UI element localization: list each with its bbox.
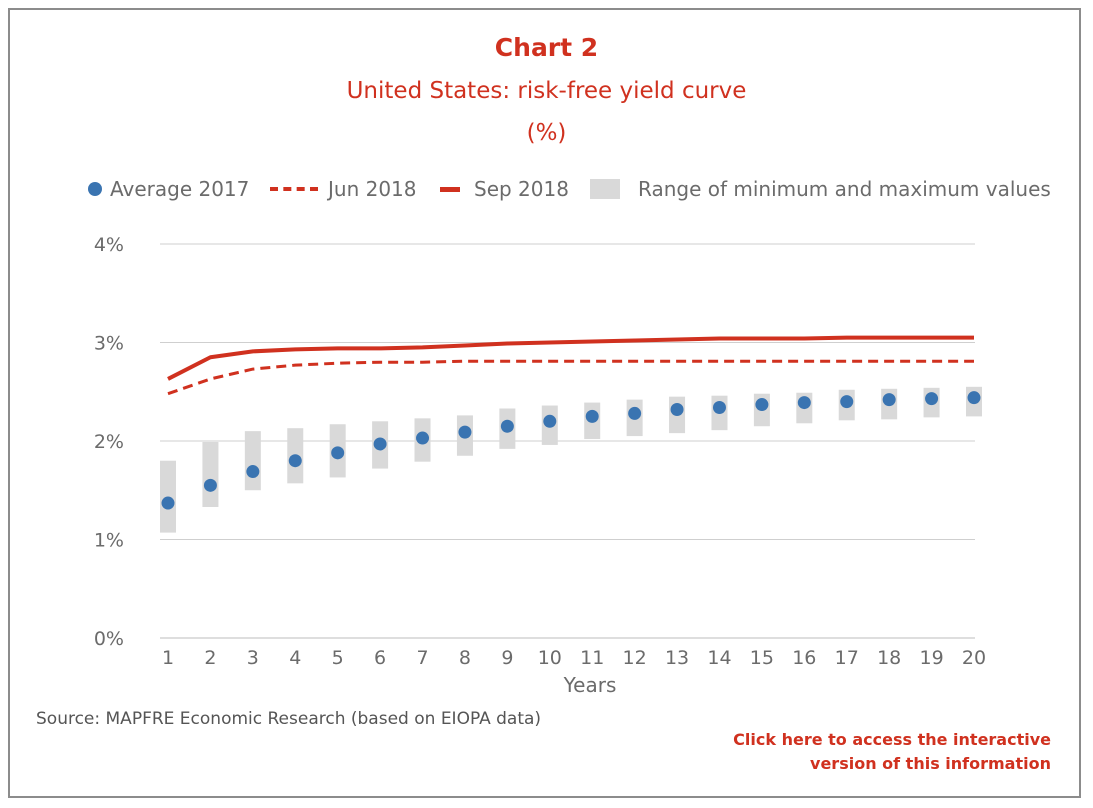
legend-box-icon (590, 179, 620, 199)
legend-dash-icon (270, 187, 318, 191)
legend-label-average: Average 2017 (110, 177, 250, 201)
x-tick-label: 5 (332, 647, 344, 669)
series-point-average-2017 (840, 395, 854, 409)
x-tick-label: 14 (707, 647, 731, 669)
x-tick-label: 8 (459, 647, 471, 669)
legend: Average 2017 Jun 2018 Sep 2018 Range of … (0, 174, 1093, 204)
series-line-jun-2018 (167, 359, 974, 396)
legend-label-jun: Jun 2018 (328, 177, 417, 201)
markers-layer (161, 391, 981, 510)
series-point-average-2017 (543, 414, 557, 428)
range-bars-layer (160, 386, 982, 533)
x-tick-label: 1 (162, 647, 174, 669)
x-tick-label: 3 (247, 647, 259, 669)
series-point-average-2017 (161, 496, 175, 510)
series-point-average-2017 (331, 446, 345, 460)
range-bar (244, 431, 261, 491)
legend-dot-icon (88, 182, 102, 196)
chart-unit: (%) (526, 120, 567, 146)
legend-item-range: Range of minimum and maximum values (590, 174, 1051, 204)
source-note: Source: MAPFRE Economic Research (based … (36, 709, 542, 729)
series-point-average-2017 (967, 391, 981, 405)
series-point-average-2017 (670, 402, 684, 416)
legend-label-range: Range of minimum and maximum values (638, 177, 1051, 201)
x-tick-labels: 1 2 3 4 5 6 7 8 9 10 11 12 13 14 15 16 17 18 19 20 (162, 647, 986, 669)
x-tick-label: 4 (289, 647, 301, 669)
x-tick-label: 18 (877, 647, 901, 669)
lines-layer (167, 335, 974, 396)
series-point-average-2017 (246, 465, 260, 479)
y-tick-labels: 0% 1% 2% 3% 4% (94, 234, 124, 650)
series-point-average-2017 (925, 392, 939, 406)
series-point-average-2017 (585, 409, 599, 423)
legend-label-sep: Sep 2018 (474, 177, 569, 201)
series-point-average-2017 (712, 401, 726, 415)
x-tick-label: 6 (374, 647, 386, 669)
legend-item-jun: Jun 2018 (270, 174, 417, 204)
legend-item-sep: Sep 2018 (440, 174, 569, 204)
series-point-average-2017 (500, 419, 514, 433)
x-tick-label: 17 (835, 647, 859, 669)
x-tick-label: 12 (623, 647, 647, 669)
series-point-average-2017 (288, 454, 302, 468)
link-line-2[interactable]: version of this information (810, 754, 1051, 773)
x-tick-label: 15 (750, 647, 774, 669)
x-tick-label: 16 (792, 647, 816, 669)
chart-frame (8, 8, 1081, 798)
y-tick-label: 3% (94, 333, 124, 355)
chart-number: Chart 2 (494, 33, 599, 62)
y-tick-label: 2% (94, 431, 124, 453)
series-point-average-2017 (755, 398, 769, 412)
x-tick-label: 19 (919, 647, 943, 669)
x-axis-label: Years (563, 673, 617, 697)
series-point-average-2017 (458, 425, 472, 439)
series-point-average-2017 (797, 396, 811, 410)
chart-title: United States: risk-free yield curve (346, 78, 747, 104)
series-point-average-2017 (416, 431, 430, 445)
y-tick-label: 0% (94, 628, 124, 650)
series-point-average-2017 (203, 478, 217, 492)
series-point-average-2017 (882, 393, 896, 407)
link-line-1[interactable]: Click here to access the interactive (733, 730, 1051, 749)
x-tick-label: 20 (962, 647, 986, 669)
x-tick-label: 10 (538, 647, 562, 669)
x-tick-label: 7 (416, 647, 428, 669)
series-point-average-2017 (373, 437, 387, 451)
legend-item-average: Average 2017 (88, 174, 249, 204)
y-tick-label: 4% (94, 234, 124, 256)
range-bar (202, 441, 219, 507)
series-point-average-2017 (628, 406, 642, 420)
grid-layer (160, 243, 975, 639)
series-line-sep-2018 (167, 335, 974, 381)
x-tick-label: 2 (204, 647, 216, 669)
x-tick-label: 11 (580, 647, 604, 669)
interactive-version-link[interactable]: Click here to access the interactive ver… (671, 728, 1051, 776)
x-tick-label: 13 (665, 647, 689, 669)
legend-line-icon (440, 186, 460, 192)
x-tick-label: 9 (501, 647, 513, 669)
y-tick-label: 1% (94, 530, 124, 552)
